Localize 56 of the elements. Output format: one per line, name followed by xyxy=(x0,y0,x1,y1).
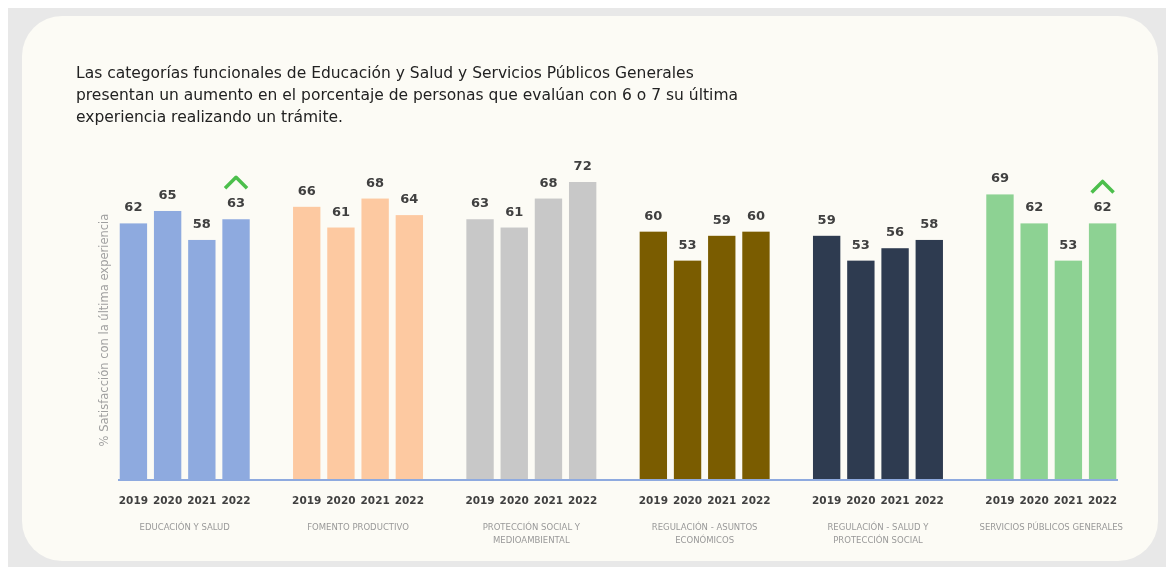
text: 2019 xyxy=(465,494,495,506)
x-tick-label: FOMENTO PRODUCTIVO xyxy=(307,522,410,532)
text: 2019 xyxy=(812,494,842,506)
series-label: 2019 xyxy=(292,494,322,506)
text: 2021 xyxy=(1053,494,1083,506)
data-label: 62 xyxy=(124,199,143,215)
text: 2022 xyxy=(221,494,251,506)
text: 2021 xyxy=(533,494,564,506)
y-axis-title: % Satisfacción con la última experiencia xyxy=(97,213,111,447)
text: 2020 xyxy=(499,494,529,506)
series-label: 2020 xyxy=(846,494,876,506)
data-label: 62 xyxy=(1093,199,1112,215)
data-label: 61 xyxy=(505,203,524,219)
data-label: 59 xyxy=(712,211,731,227)
data-label: 61 xyxy=(331,203,350,219)
chart-title: Las categorías funcionales de Educación y Salud y Servicios Públicos Generales presentan un aumento en el porcentaje de personas que evalúan con 6 o 7 su última experiencia realizando un trámite. xyxy=(76,64,738,126)
text: 2022 xyxy=(1087,494,1118,506)
text: 2020 xyxy=(672,494,703,506)
x-tick-label: SERVICIOS PÚBLICOS GENERALES xyxy=(979,521,1124,532)
x-tick-label: REGULACIÓN - SALUD Y PROTECCIÓN SOCIAL xyxy=(827,521,930,545)
data-label: 62 xyxy=(1025,199,1044,215)
text: 2019 xyxy=(118,494,149,506)
x-tick-label: EDUCACIÓN Y SALUD xyxy=(139,521,231,532)
data-label: 53 xyxy=(1059,236,1078,252)
data-label: 58 xyxy=(920,215,939,231)
data-label: 53 xyxy=(678,236,697,252)
text: 2021 xyxy=(360,494,390,506)
x-tick-label: REGULACIÓN - ASUNTOS ECONÓMICOS xyxy=(651,521,758,545)
x-tick-label: PROTECCIÓN SOCIAL Y MEDIOAMBIENTAL xyxy=(482,521,581,545)
data-label: 68 xyxy=(539,174,558,190)
data-label: 72 xyxy=(573,158,592,173)
data-label: 69 xyxy=(990,170,1010,186)
data-label: 56 xyxy=(886,224,905,240)
data-label: 59 xyxy=(817,211,836,227)
data-label: 66 xyxy=(297,182,316,198)
text: 2022 xyxy=(914,494,944,506)
series-label: 2021 xyxy=(187,494,217,506)
text: 2020 xyxy=(1019,494,1049,506)
data-label: 60 xyxy=(644,207,663,223)
text: 2019 xyxy=(985,494,1015,506)
data-label: 65 xyxy=(158,186,177,202)
data-label: 68 xyxy=(366,174,385,190)
text: 2019 xyxy=(638,494,668,506)
data-label: 58 xyxy=(192,215,211,231)
data-label: 53 xyxy=(851,236,870,252)
data-label: 63 xyxy=(226,195,246,211)
text: 2020 xyxy=(153,494,183,506)
text: 2021 xyxy=(707,494,737,506)
data-label: 60 xyxy=(746,207,766,223)
data-label: 64 xyxy=(400,191,419,207)
series-label: 2022 xyxy=(568,494,598,506)
data-label: 63 xyxy=(470,195,490,211)
text: 2020 xyxy=(326,494,356,506)
text: 2022 xyxy=(741,494,771,506)
text: 2022 xyxy=(394,494,424,506)
text: 2021 xyxy=(880,494,910,506)
